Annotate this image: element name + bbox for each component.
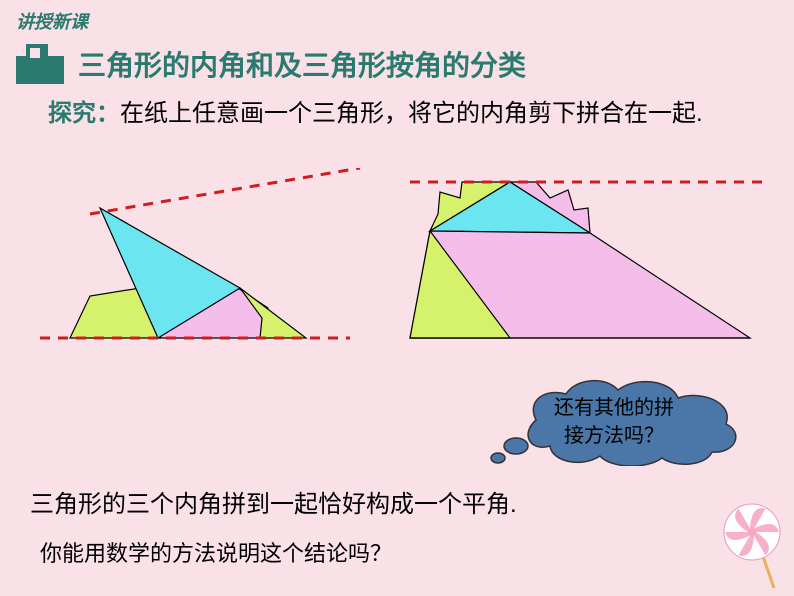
diagram-area (30, 168, 770, 368)
section-title-row: 三角形的内角和及三角形按角的分类 (16, 44, 526, 84)
section-title: 三角形的内角和及三角形按角的分类 (78, 44, 526, 84)
bubble-line2: 接方法吗？ (564, 425, 664, 447)
question-text: 你能用数学的方法说明这个结论吗？ (40, 536, 392, 568)
conclusion-text: 三角形的三个内角拼到一起恰好构成一个平角. (30, 484, 517, 519)
explore-text: 在纸上任意画一个三角形，将它的内角剪下拼合在一起. (120, 100, 703, 127)
bubble-line1: 还有其他的拼 (554, 397, 674, 419)
title-icon (16, 44, 64, 84)
bubble-text: 还有其他的拼 接方法吗？ (554, 394, 674, 450)
lollipop-icon (716, 500, 788, 590)
explore-label: 探究： (48, 100, 120, 127)
explore-paragraph: 探究：在纸上任意画一个三角形，将它的内角剪下拼合在一起. (48, 96, 764, 132)
lesson-header: 讲授新课 (16, 8, 88, 34)
